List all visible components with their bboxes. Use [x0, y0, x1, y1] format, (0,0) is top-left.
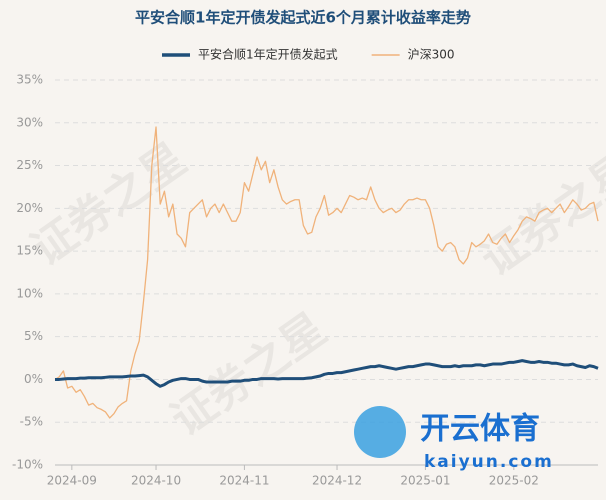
legend-label: 平安合顺1年定开债发起式: [198, 47, 338, 62]
x-tick-label: 2024-10: [131, 474, 181, 488]
series-line: [54, 126, 599, 419]
logo: 开云体育 kaiyun.com: [354, 406, 554, 472]
x-tick-label: 2025-02: [489, 474, 539, 488]
y-tick-label: -5%: [20, 415, 43, 429]
y-tick-label: 0%: [24, 372, 43, 386]
y-tick-label: 20%: [16, 201, 43, 215]
logo-text: 开云体育: [420, 412, 540, 447]
x-tick-label: 2024-12: [312, 474, 362, 488]
x-tick-label: 2024-09: [47, 474, 97, 488]
y-tick-label: 25%: [16, 158, 43, 172]
y-tick-label: 15%: [16, 244, 43, 258]
chart-title: 平安合顺1年定开债发起式近6个月累计收益率走势: [135, 9, 471, 27]
legend-label: 沪深300: [408, 48, 455, 62]
x-tick-label: 2024-11: [219, 474, 269, 488]
logo-url: kaiyun.com: [424, 452, 554, 472]
y-tick-label: -10%: [12, 458, 43, 472]
series-line: [55, 359, 599, 388]
x-tick-label: 2025-01: [400, 474, 450, 488]
logo-ball: [354, 406, 406, 458]
y-tick-label: 30%: [16, 115, 43, 129]
y-tick-label: 10%: [16, 286, 43, 300]
y-tick-label: 35%: [16, 73, 43, 87]
y-tick-label: 5%: [24, 329, 43, 343]
